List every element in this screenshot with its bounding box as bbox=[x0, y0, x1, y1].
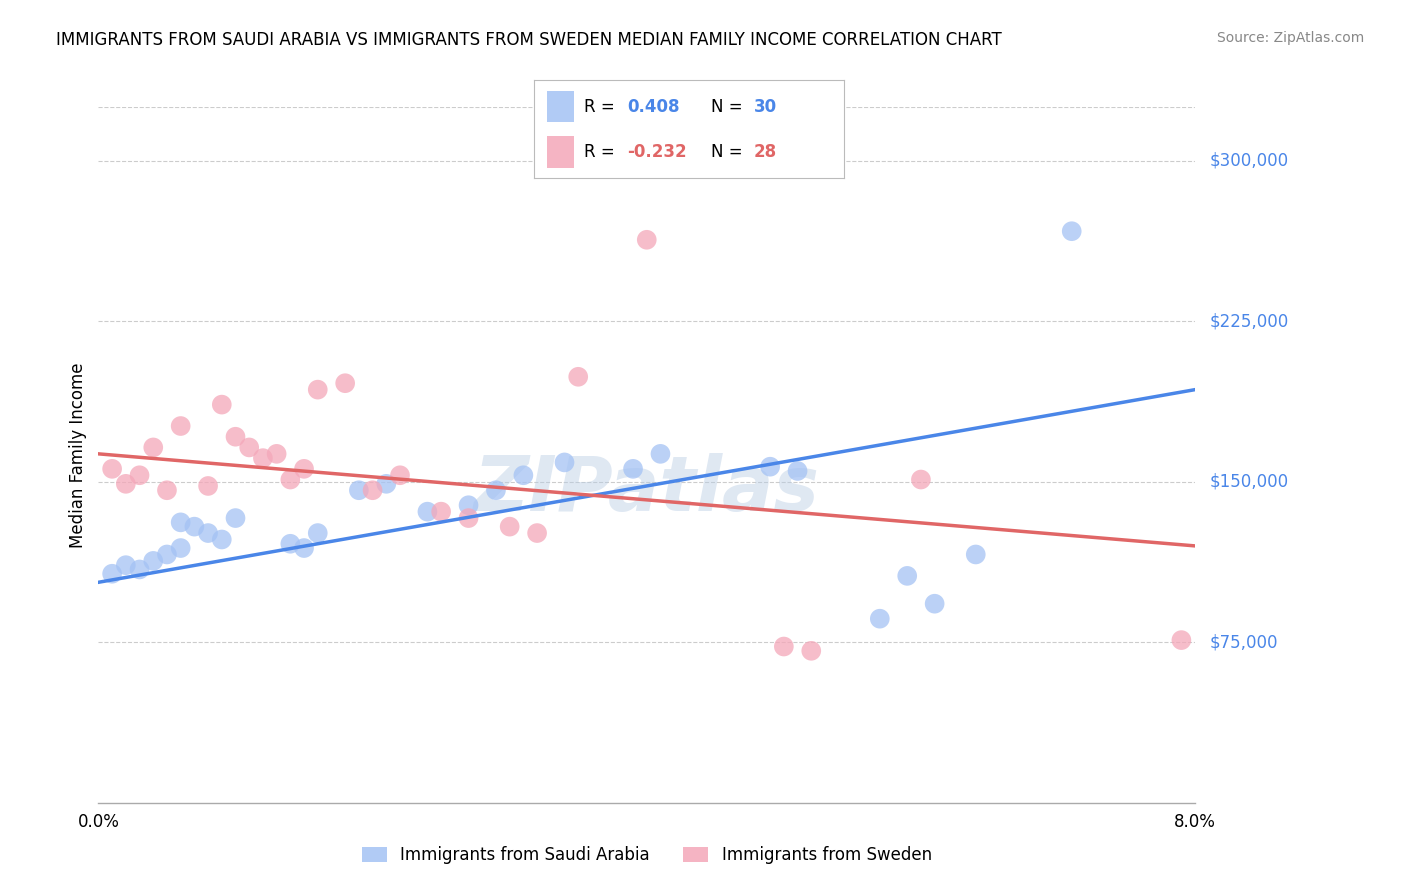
Point bbox=[128, 468, 150, 483]
Point bbox=[183, 519, 205, 533]
Text: IMMIGRANTS FROM SAUDI ARABIA VS IMMIGRANTS FROM SWEDEN MEDIAN FAMILY INCOME CORR: IMMIGRANTS FROM SAUDI ARABIA VS IMMIGRAN… bbox=[56, 31, 1002, 49]
Point bbox=[252, 451, 274, 466]
Text: 0.408: 0.408 bbox=[627, 98, 679, 116]
Point bbox=[225, 430, 247, 444]
Point bbox=[292, 541, 315, 555]
Point bbox=[636, 233, 658, 247]
Point bbox=[457, 498, 479, 512]
Point bbox=[621, 462, 644, 476]
Y-axis label: Median Family Income: Median Family Income bbox=[69, 362, 87, 548]
Point bbox=[759, 459, 782, 474]
Point bbox=[526, 526, 548, 541]
Point bbox=[567, 369, 589, 384]
Text: $225,000: $225,000 bbox=[1209, 312, 1288, 330]
Point bbox=[101, 462, 124, 476]
Point bbox=[347, 483, 370, 498]
Point bbox=[266, 447, 288, 461]
Point bbox=[800, 644, 823, 658]
Point bbox=[965, 548, 987, 562]
Text: R =: R = bbox=[583, 143, 620, 161]
Bar bbox=[547, 136, 575, 168]
Point bbox=[896, 569, 918, 583]
Point bbox=[388, 468, 412, 483]
Point bbox=[238, 441, 260, 455]
Point bbox=[1170, 633, 1192, 648]
Text: $300,000: $300,000 bbox=[1209, 152, 1288, 169]
Point bbox=[280, 473, 302, 487]
Text: N =: N = bbox=[710, 143, 748, 161]
Text: $150,000: $150,000 bbox=[1209, 473, 1288, 491]
Point bbox=[225, 511, 247, 525]
Point bbox=[375, 476, 398, 491]
Point bbox=[416, 505, 439, 519]
Point bbox=[197, 479, 219, 493]
Text: 30: 30 bbox=[754, 98, 778, 116]
Point bbox=[170, 419, 193, 434]
Point bbox=[101, 566, 124, 581]
Point bbox=[869, 612, 891, 626]
Text: N =: N = bbox=[710, 98, 748, 116]
Point bbox=[292, 462, 315, 476]
Point bbox=[142, 554, 165, 568]
Point bbox=[115, 558, 138, 573]
Point bbox=[485, 483, 508, 498]
Point bbox=[650, 447, 672, 461]
Point bbox=[499, 519, 522, 533]
Text: -0.232: -0.232 bbox=[627, 143, 686, 161]
Text: Source: ZipAtlas.com: Source: ZipAtlas.com bbox=[1216, 31, 1364, 45]
Point bbox=[280, 537, 302, 551]
Point bbox=[307, 526, 329, 541]
Point bbox=[1060, 224, 1083, 238]
Text: $75,000: $75,000 bbox=[1209, 633, 1278, 651]
Point bbox=[211, 398, 233, 412]
Bar bbox=[547, 91, 575, 122]
Point bbox=[910, 473, 932, 487]
Point bbox=[156, 548, 179, 562]
Text: R =: R = bbox=[583, 98, 620, 116]
Point bbox=[924, 597, 946, 611]
Point bbox=[115, 476, 138, 491]
Point bbox=[156, 483, 179, 498]
Point bbox=[170, 541, 193, 555]
Point bbox=[128, 562, 150, 576]
Point bbox=[335, 376, 357, 391]
Point bbox=[457, 511, 479, 525]
Point bbox=[773, 640, 796, 654]
Legend: Immigrants from Saudi Arabia, Immigrants from Sweden: Immigrants from Saudi Arabia, Immigrants… bbox=[356, 839, 938, 871]
Text: 28: 28 bbox=[754, 143, 778, 161]
Point bbox=[170, 516, 193, 530]
Point bbox=[307, 383, 329, 397]
Text: ZIPatlas: ZIPatlas bbox=[474, 453, 820, 526]
Point bbox=[554, 455, 576, 469]
Point bbox=[512, 468, 534, 483]
Point bbox=[361, 483, 384, 498]
Point bbox=[197, 526, 219, 541]
Point bbox=[142, 441, 165, 455]
Point bbox=[211, 533, 233, 547]
Point bbox=[786, 464, 808, 478]
Point bbox=[430, 505, 453, 519]
